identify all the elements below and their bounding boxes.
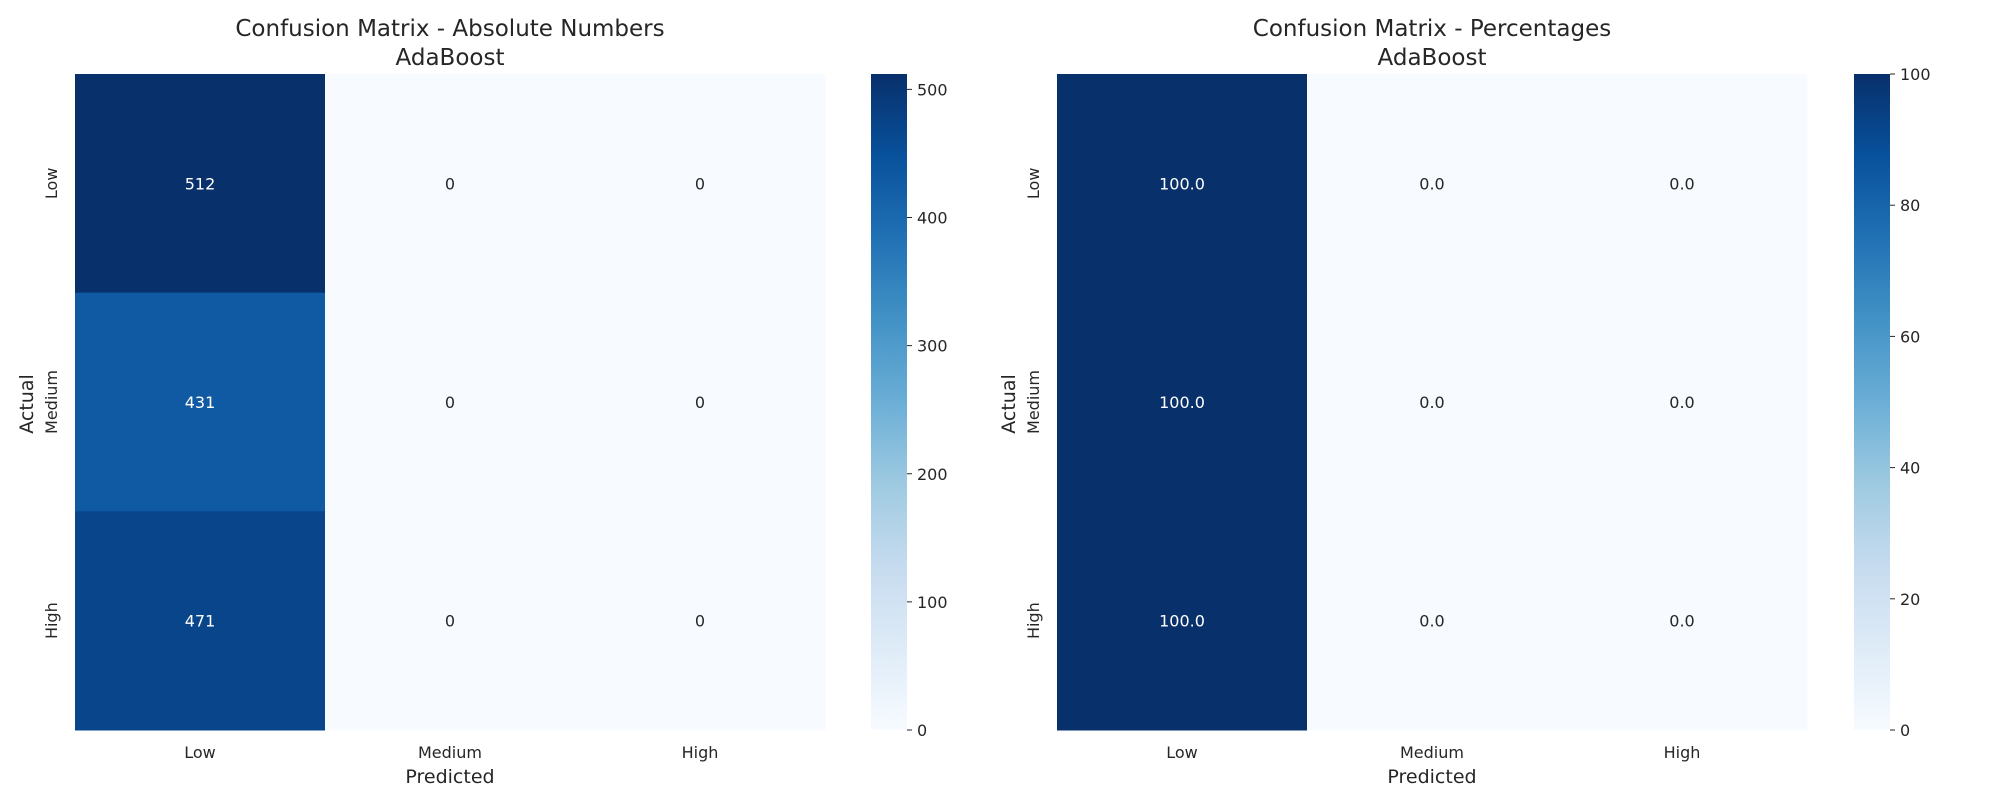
chart-title: Confusion Matrix - Percentages: [1253, 16, 1611, 42]
cell-value-label: 0: [695, 393, 705, 412]
heatmap-cell: [1307, 292, 1558, 512]
heatmap-cell: [575, 74, 826, 294]
cell-value-label: 0.0: [1419, 612, 1444, 631]
cell-value-label: 100.0: [1159, 174, 1205, 193]
cell-value-label: 512: [185, 174, 216, 193]
colorbar-tick-label: 300: [917, 337, 948, 356]
cell-value-label: 0.0: [1669, 174, 1694, 193]
chart-subtitle: AdaBoost: [1378, 45, 1487, 71]
heatmap-cell: [75, 74, 326, 294]
colorbar-tick-label: 400: [917, 209, 948, 228]
heatmap-cell: [1557, 511, 1808, 731]
heatmap-cells: 100.0 0.0 0.0 100.0 0.0 0.0 100.0 0.0 0.0: [1057, 74, 1808, 731]
cell-value-label: 0: [695, 174, 705, 193]
heatmap-cell: [1057, 292, 1308, 512]
heatmap-cell: [75, 511, 326, 731]
cell-value-label: 0.0: [1669, 612, 1694, 631]
y-tick-label: High: [1024, 602, 1043, 639]
cell-value-label: 0.0: [1419, 393, 1444, 412]
heatmap-panel-percentages: Confusion Matrix - Percentages AdaBoost …: [998, 16, 1931, 788]
x-tick-label: Low: [184, 743, 216, 762]
y-tick-label: Medium: [1024, 370, 1043, 434]
cell-value-label: 100.0: [1159, 393, 1205, 412]
heatmap-cell: [325, 74, 576, 294]
y-tick-labels: Low Medium High: [42, 168, 61, 639]
heatmap-cell: [575, 511, 826, 731]
colorbar-tick-label: 20: [1900, 590, 1920, 609]
x-tick-label: Medium: [418, 743, 482, 762]
colorbar-ticks: 0 100 200 300 400 500: [907, 80, 948, 740]
colorbar-tick-label: 60: [1900, 327, 1920, 346]
colorbar-ticks: 0 20 40 60 80 100: [1890, 65, 1931, 740]
heatmap-cell: [325, 292, 576, 512]
y-tick-label: Low: [1024, 168, 1043, 200]
y-tick-label: Medium: [42, 370, 61, 434]
y-tick-label: High: [42, 602, 61, 639]
heatmap-cell: [1057, 511, 1308, 731]
colorbar-tick-label: 80: [1900, 196, 1920, 215]
x-axis-label: Predicted: [405, 766, 494, 788]
x-axis-label: Predicted: [1387, 766, 1476, 788]
cell-value-label: 0: [445, 612, 455, 631]
x-tick-label: High: [682, 743, 719, 762]
heatmap-cell: [1057, 74, 1308, 294]
colorbar: [871, 74, 907, 730]
colorbar: [1854, 74, 1890, 730]
heatmap-cells: 512 0 0 431 0 0 471 0 0: [75, 74, 826, 731]
y-axis-label: Actual: [998, 374, 1020, 434]
heatmap-cell: [75, 292, 326, 512]
cell-value-label: 100.0: [1159, 612, 1205, 631]
colorbar-tick-label: 500: [917, 80, 948, 99]
cell-value-label: 471: [185, 612, 216, 631]
heatmap-panel-absolute: Confusion Matrix - Absolute Numbers AdaB…: [16, 16, 948, 788]
cell-value-label: 0: [445, 393, 455, 412]
heatmap-cell: [1307, 74, 1558, 294]
chart-title: Confusion Matrix - Absolute Numbers: [235, 16, 664, 42]
colorbar-tick-label: 0: [1900, 721, 1910, 740]
cell-value-label: 0.0: [1669, 393, 1694, 412]
colorbar-tick-label: 100: [1900, 65, 1931, 84]
colorbar-tick-label: 200: [917, 465, 948, 484]
heatmap-cell: [325, 511, 576, 731]
y-tick-label: Low: [42, 168, 61, 200]
cell-value-label: 0: [695, 612, 705, 631]
y-tick-labels: Low Medium High: [1024, 168, 1043, 639]
colorbar-tick-label: 0: [917, 721, 927, 740]
x-tick-label: High: [1664, 743, 1701, 762]
cell-value-label: 0: [445, 174, 455, 193]
x-tick-label: Medium: [1400, 743, 1464, 762]
cell-value-label: 0.0: [1419, 174, 1444, 193]
colorbar-tick-label: 40: [1900, 459, 1920, 478]
x-tick-labels: Low Medium High: [184, 743, 718, 762]
heatmap-cell: [575, 292, 826, 512]
heatmap-cell: [1307, 511, 1558, 731]
x-tick-labels: Low Medium High: [1166, 743, 1700, 762]
heatmap-cell: [1557, 74, 1808, 294]
chart-subtitle: AdaBoost: [396, 45, 505, 71]
y-axis-label: Actual: [16, 374, 38, 434]
colorbar-tick-label: 100: [917, 593, 948, 612]
cell-value-label: 431: [185, 393, 216, 412]
heatmap-cell: [1557, 292, 1808, 512]
x-tick-label: Low: [1166, 743, 1198, 762]
